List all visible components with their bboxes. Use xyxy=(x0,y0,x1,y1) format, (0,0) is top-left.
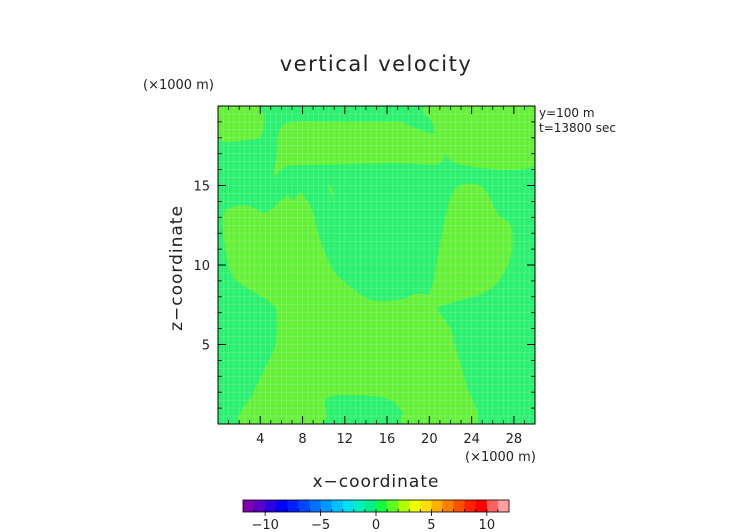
colorbar-cell xyxy=(464,500,477,512)
x-unit-label: (×1000 m) xyxy=(465,450,536,465)
colorbar-cell xyxy=(298,500,310,512)
colorbar-tick-label: −5 xyxy=(311,518,330,532)
x-tick-label: 12 xyxy=(337,432,354,447)
x-tick-label: 20 xyxy=(421,432,438,447)
colorbar-cell xyxy=(265,500,277,512)
colorbar-tick-label: 5 xyxy=(427,518,435,532)
colorbar-cell xyxy=(475,500,488,512)
contour-region-lower xyxy=(301,165,441,302)
y-tick-label: 10 xyxy=(193,259,210,274)
y-tick-label: 15 xyxy=(193,180,210,195)
contour-region-upper xyxy=(222,182,513,424)
colorbar-cell xyxy=(376,500,388,512)
colorbar-cell xyxy=(342,500,355,512)
y-axis-label: z−coordinate xyxy=(167,205,187,331)
x-tick-label: 24 xyxy=(463,432,480,447)
x-tick-label: 8 xyxy=(298,432,306,447)
colorbar-cell xyxy=(387,500,399,512)
colorbar: −10 −5 0 5 10 xyxy=(242,499,510,532)
annotation-time: t=13800 sec xyxy=(539,121,616,135)
y-unit-label: (×1000 m) xyxy=(143,78,214,93)
colorbar-cell xyxy=(420,500,432,512)
plot-area xyxy=(217,105,536,425)
colorbar-cell xyxy=(309,500,321,512)
contour-region-upper xyxy=(273,121,445,177)
contour-region-upper xyxy=(423,106,535,170)
x-tick-label: 28 xyxy=(506,432,523,447)
annotation-y-position: y=100 m xyxy=(539,106,595,120)
y-tick-label: 5 xyxy=(202,339,210,354)
colorbar-cell xyxy=(276,500,288,512)
contour-region-upper xyxy=(218,106,265,143)
colorbar-cell xyxy=(431,500,443,512)
chart-title: vertical velocity xyxy=(280,52,473,76)
colorbar-tick-label: 0 xyxy=(372,518,380,532)
colorbar-cell xyxy=(398,500,410,512)
colorbar-cell xyxy=(486,500,499,512)
colorbar-cell xyxy=(331,500,344,512)
colorbar-cell xyxy=(364,500,377,512)
colorbar-tick-label: 10 xyxy=(479,518,496,532)
colorbar-cell xyxy=(409,500,421,512)
colorbar-cell xyxy=(453,500,466,512)
x-axis-label: x−coordinate xyxy=(313,472,440,492)
colorbar-cell xyxy=(254,500,266,512)
colorbar-cell xyxy=(243,500,255,512)
x-tick-label: 16 xyxy=(379,432,396,447)
colorbar-cell xyxy=(442,500,454,512)
colorbar-tick-label: −10 xyxy=(251,518,278,532)
colorbar-cell xyxy=(497,500,510,512)
x-tick-label: 4 xyxy=(256,432,264,447)
colorbar-cell xyxy=(353,500,366,512)
colorbar-cell xyxy=(320,500,333,512)
colorbar-cell xyxy=(287,500,299,512)
